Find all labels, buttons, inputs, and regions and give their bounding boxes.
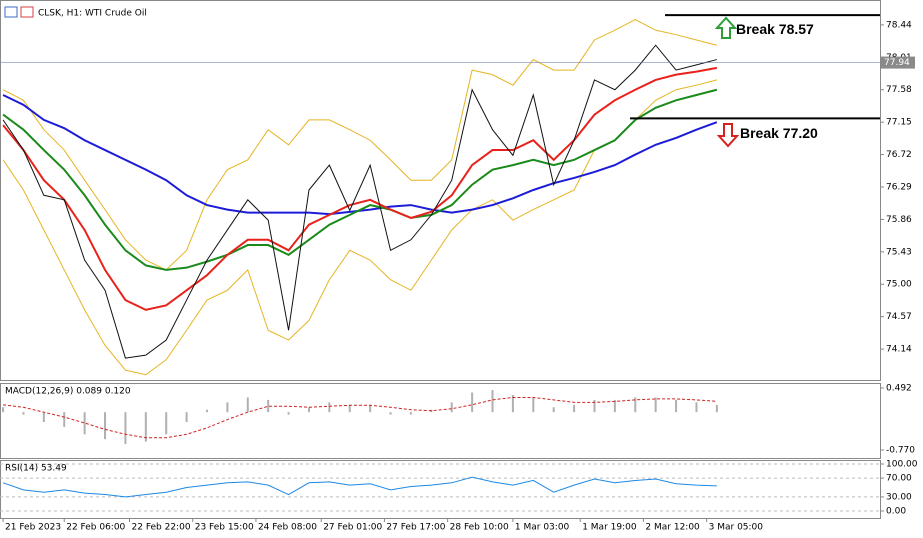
panel-border — [0, 383, 881, 459]
header: CLSK, H1: WTI Crude Oil — [4, 6, 147, 19]
x-tick-label: 27 Feb 01:00 — [323, 523, 382, 533]
y-tick-label: 0.492 — [886, 384, 912, 394]
y-tick-label: 74.57 — [886, 312, 912, 322]
y-tick-label: 74.14 — [886, 345, 912, 355]
down-arrow — [716, 123, 740, 148]
x-tick-label: 1 Mar 19:00 — [582, 523, 637, 533]
annotation: Break 78.57 — [736, 21, 814, 37]
series-line — [2, 19, 717, 271]
y-tick-label: 0.00 — [886, 506, 906, 516]
y-tick-label: 76.29 — [886, 182, 912, 192]
x-tick-label: 27 Feb 17:00 — [386, 523, 445, 533]
y-tick-label: 100.00 — [886, 459, 918, 469]
y-tick-label: 70.00 — [886, 474, 912, 484]
annotation: Break 77.20 — [740, 125, 818, 141]
x-tick-label: 1 Mar 03:00 — [515, 523, 570, 533]
series-line — [2, 44, 717, 359]
y-tick-label: 78.44 — [886, 20, 912, 30]
x-tick-label: 24 Feb 08:00 — [258, 523, 317, 533]
series-line — [2, 396, 717, 439]
panel-title: RSI(14) 53.49 — [5, 464, 67, 474]
up-arrow — [714, 16, 738, 39]
series-line — [2, 66, 718, 311]
x-tick-label: 21 Feb 2023 — [5, 523, 61, 533]
y-tick-label: 75.86 — [886, 215, 912, 225]
series-line — [2, 476, 717, 498]
x-tick-label: 2 Mar 12:00 — [645, 523, 700, 533]
x-tick-label: 3 Mar 05:00 — [709, 523, 764, 533]
last-price-box — [881, 56, 915, 69]
y-tick-label: 76.72 — [886, 150, 912, 160]
y-tick-label: -0.770 — [886, 445, 915, 455]
panel-border — [0, 0, 881, 381]
y-tick-label: 75.43 — [886, 247, 912, 257]
x-tick-label: 22 Feb 22:00 — [132, 523, 191, 533]
icon — [20, 6, 34, 18]
y-tick-label: 77.15 — [886, 118, 912, 128]
panel-title: MACD(12,26,9) 0.089 0.120 — [5, 387, 131, 397]
x-tick-label: 28 Feb 10:00 — [450, 523, 509, 533]
icon — [4, 6, 18, 18]
y-tick-label: 77.58 — [886, 85, 912, 95]
y-tick-label: 75.00 — [886, 280, 912, 290]
series-line — [2, 88, 718, 271]
last-price-label: 77.94 — [884, 58, 910, 68]
arrows — [714, 16, 740, 148]
chart-title: CLSK, H1: WTI Crude Oil — [38, 9, 147, 19]
panel-border — [0, 460, 881, 519]
x-tick-label: 23 Feb 15:00 — [195, 523, 254, 533]
y-tick-label: 30.00 — [886, 492, 912, 502]
x-tick-label: 22 Feb 06:00 — [66, 523, 125, 533]
